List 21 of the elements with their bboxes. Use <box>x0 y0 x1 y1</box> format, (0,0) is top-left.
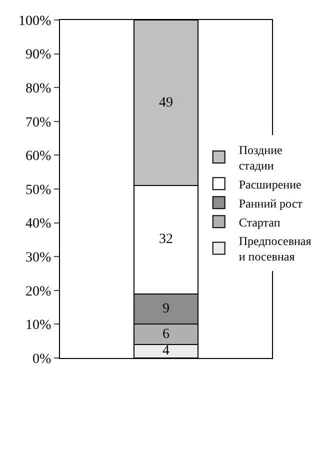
y-tick-label: 10% <box>26 318 52 334</box>
legend-label: Стартап <box>238 215 281 230</box>
y-tick-label: 20% <box>26 284 52 300</box>
data-label: 4 <box>162 344 170 359</box>
legend-label: Предпосевная и посевная <box>238 234 312 264</box>
legend-label: Расширение <box>238 177 302 192</box>
y-tick-label: 80% <box>26 82 52 96</box>
y-tick-label: 90% <box>26 48 52 63</box>
legend-label: Ранний рост <box>238 196 304 210</box>
y-tick-label: 40% <box>26 216 52 232</box>
data-label: 6 <box>162 326 170 342</box>
y-tick-label: 50% <box>26 182 52 198</box>
y-tick-label: 70% <box>26 115 52 130</box>
legend-label: Поздние стадии <box>238 142 282 172</box>
data-label: 32 <box>159 232 173 248</box>
data-label: 9 <box>162 301 170 316</box>
y-tick-label: 30% <box>26 250 52 266</box>
y-tick-label: 0% <box>32 352 52 367</box>
data-label: 49 <box>159 95 173 110</box>
y-tick-label: 60% <box>26 149 52 164</box>
y-tick-label: 100% <box>18 14 52 29</box>
